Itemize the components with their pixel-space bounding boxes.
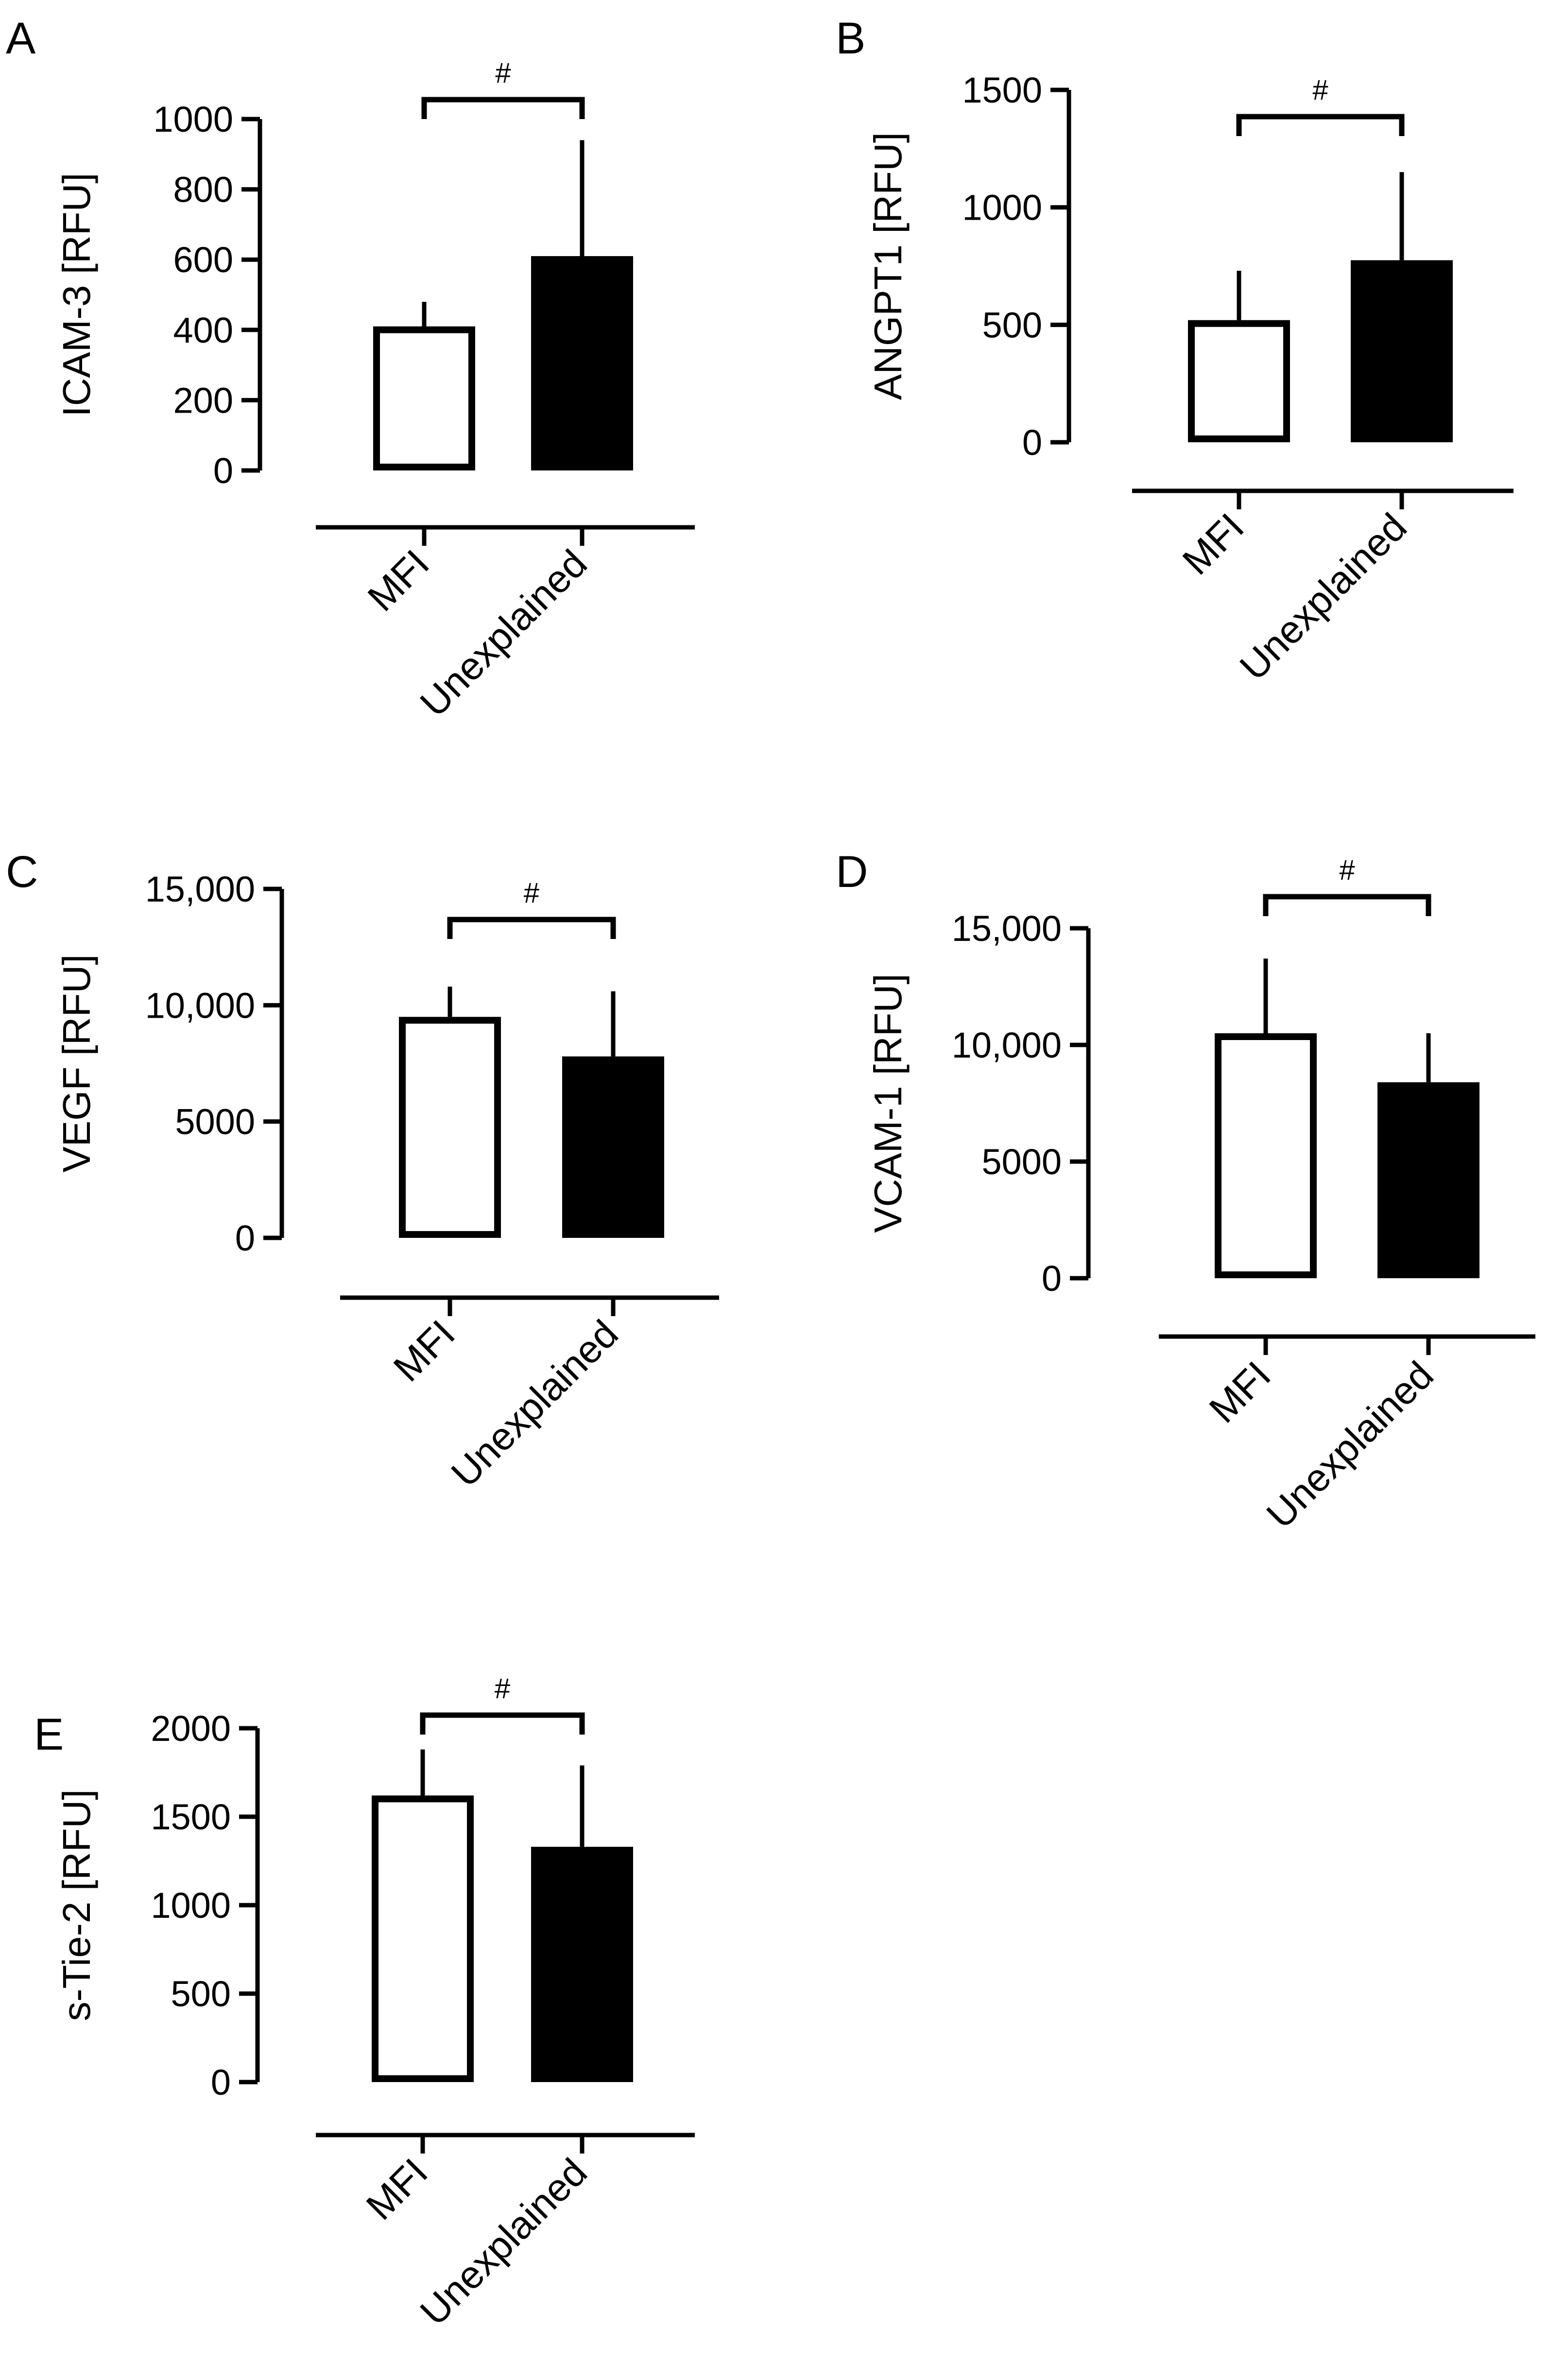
y-tick-label: 400 <box>173 310 233 350</box>
significance-label: # <box>524 877 539 909</box>
y-tick-label: 2000 <box>151 1708 231 1749</box>
significance-label: # <box>495 57 511 89</box>
y-tick-label: 800 <box>173 170 233 210</box>
y-axis-title: VEGF [RFU] <box>55 955 98 1173</box>
y-tick-label: 5000 <box>981 1142 1062 1182</box>
bar-mfi <box>1188 320 1290 443</box>
y-tick-label: 5000 <box>175 1102 255 1142</box>
y-tick-label: 15,000 <box>145 869 255 909</box>
y-tick-label: 1000 <box>962 188 1042 228</box>
y-axis-title: VCAM-1 [RFU] <box>866 973 910 1233</box>
y-tick-label: 200 <box>173 380 233 420</box>
y-tick-label: 1500 <box>962 70 1042 110</box>
y-tick-label: 1000 <box>153 99 233 139</box>
y-tick-label: 0 <box>213 451 233 491</box>
panel-letter: C <box>6 847 38 897</box>
y-tick-label: 10,000 <box>145 985 255 1025</box>
panel-letter: A <box>6 14 36 63</box>
significance-label: # <box>495 1673 510 1704</box>
bar-mfi <box>399 1017 501 1238</box>
significance-bracket <box>1236 114 1405 136</box>
significance-bracket <box>447 917 616 939</box>
bar-mfi <box>1215 1033 1317 1278</box>
bar-unexplained <box>531 1846 633 2082</box>
y-tick-label: 1000 <box>151 1885 231 1926</box>
y-tick-label: 500 <box>982 305 1042 345</box>
significance-label: # <box>1312 74 1328 106</box>
y-tick-label: 10,000 <box>952 1025 1062 1065</box>
bar-mfi <box>373 326 475 470</box>
y-axis-title: ANGPT1 [RFU] <box>866 132 910 400</box>
bar-unexplained <box>562 1056 664 1238</box>
panel-letter: B <box>836 14 865 63</box>
bar-mfi <box>372 1795 474 2083</box>
y-tick-label: 500 <box>171 1974 231 2014</box>
significance-bracket <box>1263 894 1431 916</box>
y-tick-label: 1500 <box>151 1797 231 1837</box>
significance-label: # <box>1339 854 1355 886</box>
panel-letter: D <box>836 847 868 897</box>
y-tick-label: 0 <box>1022 422 1042 463</box>
significance-bracket <box>421 97 585 119</box>
bar-unexplained <box>531 256 633 470</box>
y-tick-label: 0 <box>1042 1258 1062 1299</box>
y-tick-label: 600 <box>173 240 233 280</box>
bar-unexplained <box>1377 1082 1479 1278</box>
y-tick-label: 0 <box>211 2062 231 2102</box>
y-axis-title: ICAM-3 [RFU] <box>55 173 98 417</box>
panel-letter: E <box>34 1710 64 1759</box>
bar-unexplained <box>1351 260 1453 442</box>
significance-bracket <box>420 1712 585 1735</box>
y-axis-title: s-Tie-2 [RFU] <box>55 1789 98 2021</box>
y-tick-label: 15,000 <box>952 908 1062 949</box>
y-tick-label: 0 <box>235 1218 255 1258</box>
